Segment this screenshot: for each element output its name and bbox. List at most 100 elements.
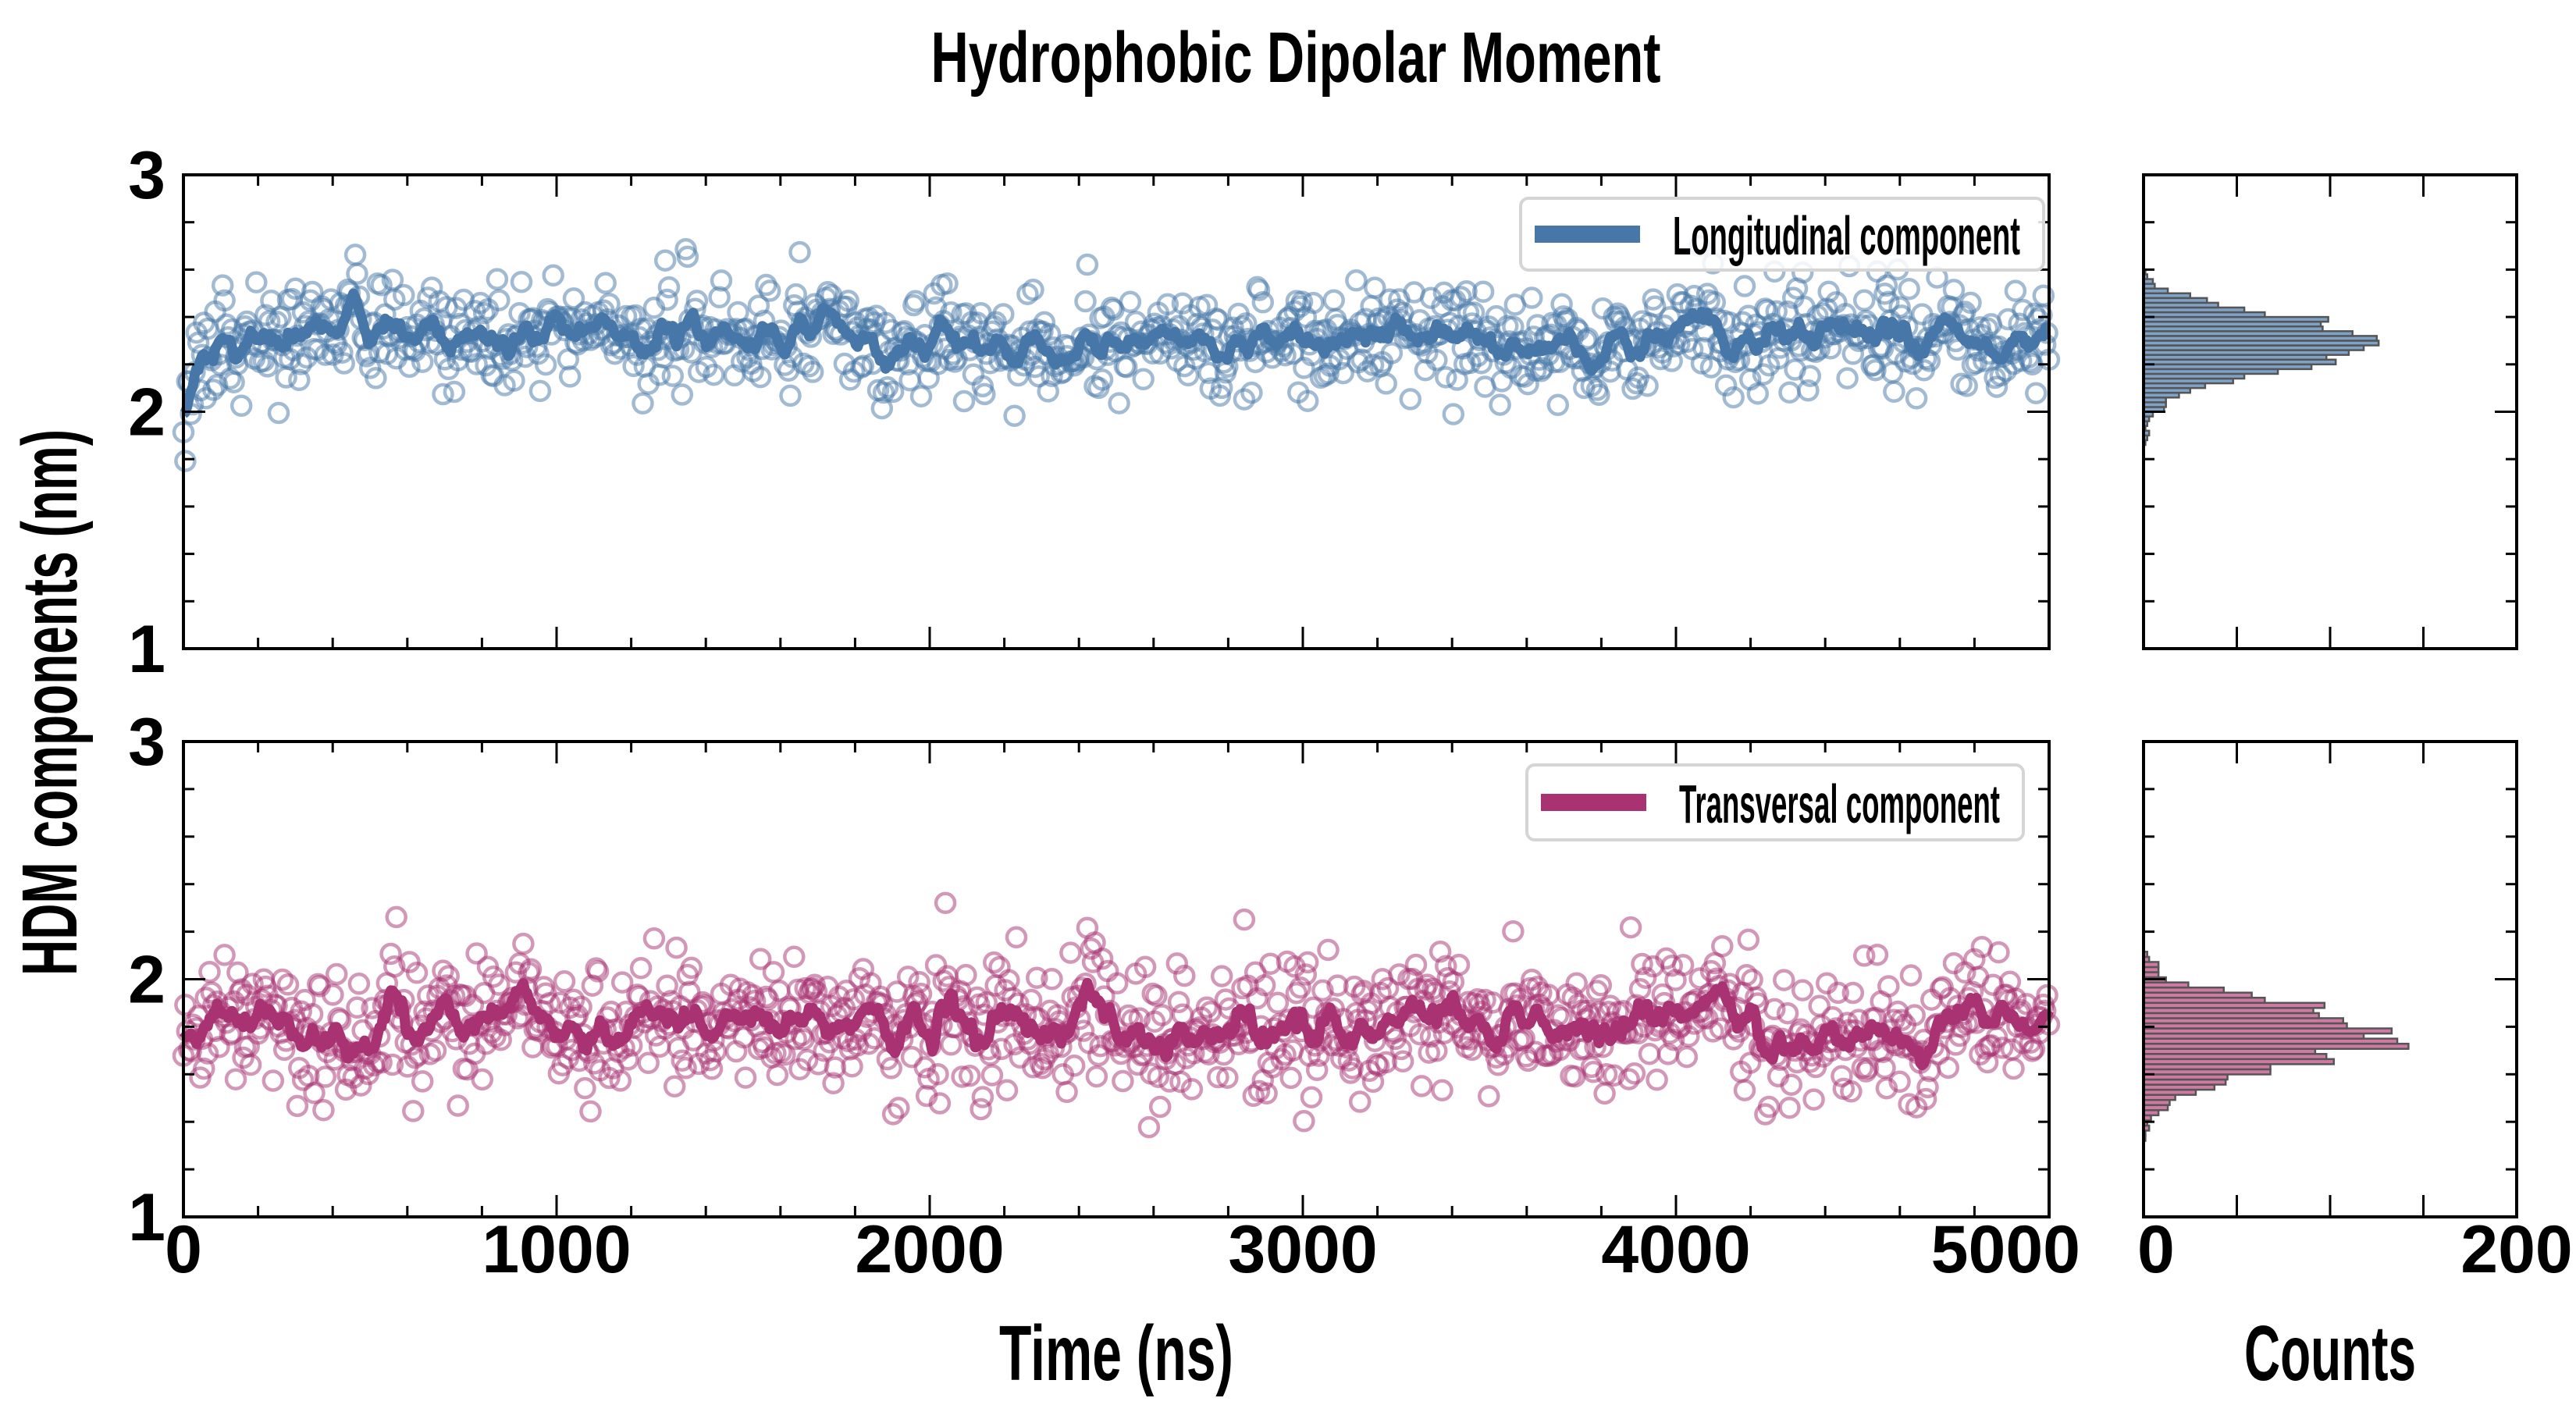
legend-label: Transversal component <box>1679 774 2000 834</box>
scatter-point <box>900 1045 923 1069</box>
scatter-point <box>852 354 875 378</box>
scatter-point <box>1085 1065 1108 1088</box>
scatter-point <box>1502 919 1525 943</box>
scatter-point <box>656 288 678 311</box>
scatter-point <box>346 996 368 1019</box>
scatter-point <box>303 1082 326 1104</box>
scatter-point <box>1348 1090 1372 1113</box>
scatter-point <box>710 269 733 292</box>
scatter-point <box>1091 368 1114 391</box>
scatter-point <box>1302 291 1325 315</box>
scatter-point <box>1087 1044 1110 1067</box>
scatter-point <box>1603 1064 1625 1087</box>
scatter-point <box>881 380 905 404</box>
scatter-point <box>1003 404 1026 427</box>
scatter-point <box>562 287 585 310</box>
scatter-point <box>594 272 617 294</box>
scatter-point <box>1756 299 1778 322</box>
scatter-point <box>951 1065 973 1088</box>
scatter-point <box>1016 283 1039 305</box>
y-tick-label: 2 <box>128 375 165 450</box>
scatter-point <box>1289 976 1311 999</box>
scatter-point <box>909 385 933 407</box>
scatter-point <box>1757 1095 1781 1119</box>
scatter-point <box>1033 311 1056 334</box>
scatter-point <box>1866 943 1889 966</box>
scatter-point <box>312 1098 335 1122</box>
scatter-point <box>579 1100 602 1123</box>
scatter-point <box>1296 951 1319 974</box>
scatter-point <box>1546 1004 1570 1026</box>
scatter-point <box>1404 953 1428 976</box>
scatter-point <box>1671 954 1695 976</box>
scatter-point <box>708 286 731 309</box>
scatter-point <box>749 365 772 389</box>
scatter-point <box>598 1066 621 1090</box>
scatter-point <box>762 961 785 984</box>
scatter-point <box>1294 963 1318 986</box>
y-tick-label: 3 <box>128 138 165 213</box>
scatter-point <box>512 932 535 955</box>
x-axis-label: Time (ns) <box>999 1310 1233 1397</box>
scatter-point <box>314 1065 337 1088</box>
scatter-point <box>940 301 962 324</box>
chart-title: Hydrophobic Dipolar Moment <box>931 18 1661 98</box>
scatter-point <box>193 1057 215 1080</box>
scatter-point <box>208 1036 230 1058</box>
scatter-point <box>1660 954 1683 977</box>
scatter-point <box>1827 981 1849 1005</box>
legend-swatch <box>1541 794 1646 811</box>
y-axis-label: HDM components (nm) <box>6 429 94 976</box>
scatter-point <box>1105 972 1129 995</box>
scatter-point <box>617 1048 639 1071</box>
scatter-point <box>671 383 694 406</box>
smoothed-line <box>179 977 2054 1071</box>
scatter-point <box>1840 1080 1863 1103</box>
scatter-point <box>661 365 685 387</box>
panel-longitudinal: 1 2 3 Longitudinal component <box>128 138 2061 687</box>
scatter-point <box>1638 1042 1661 1065</box>
scatter-point <box>1442 403 1465 425</box>
scatter-point <box>1871 337 1895 360</box>
scatter-point <box>622 354 645 378</box>
y-tick-label: 1 <box>128 1180 165 1255</box>
scatter-point <box>174 994 197 1016</box>
scatter-point <box>381 1053 404 1076</box>
scatter-point <box>680 956 703 980</box>
scatter-point <box>992 303 1015 325</box>
scatter-point <box>1852 944 1876 967</box>
x-tick-label: 5000 <box>1931 1212 2080 1287</box>
scatter-point <box>1489 393 1511 416</box>
scatter-point <box>1565 972 1588 994</box>
scatter-point <box>333 352 355 375</box>
scatter-point <box>788 240 811 264</box>
scatter-point <box>1005 926 1028 949</box>
scatter-point <box>1247 279 1271 301</box>
scatter-point <box>766 1063 789 1087</box>
scatter-point <box>1195 996 1219 1019</box>
scatter-point <box>1059 941 1082 964</box>
scatter-point <box>1167 991 1190 1014</box>
scatter-point <box>1279 1066 1302 1090</box>
y-tick-label: 3 <box>128 705 165 780</box>
scatter-point <box>558 365 582 388</box>
scatter-point <box>749 948 772 970</box>
axis-frame <box>2142 173 2518 650</box>
scatter-point <box>1797 379 1820 402</box>
scatter-point <box>260 290 283 312</box>
scatter-point <box>553 970 576 993</box>
scatter-point <box>1646 1069 1668 1091</box>
scatter-point <box>1731 311 1754 334</box>
scatter-point <box>343 244 367 266</box>
scatter-point <box>1408 1023 1432 1046</box>
scatter-point <box>1115 355 1138 379</box>
scatter-point <box>1380 342 1404 365</box>
scatter-point <box>779 384 802 407</box>
scatter-point <box>1959 291 1982 315</box>
scatter-point <box>624 304 647 327</box>
scatter-point <box>990 1037 1013 1061</box>
scatter-point <box>1266 991 1290 1015</box>
scatter-point <box>642 927 666 950</box>
scatter-point <box>1735 963 1758 987</box>
